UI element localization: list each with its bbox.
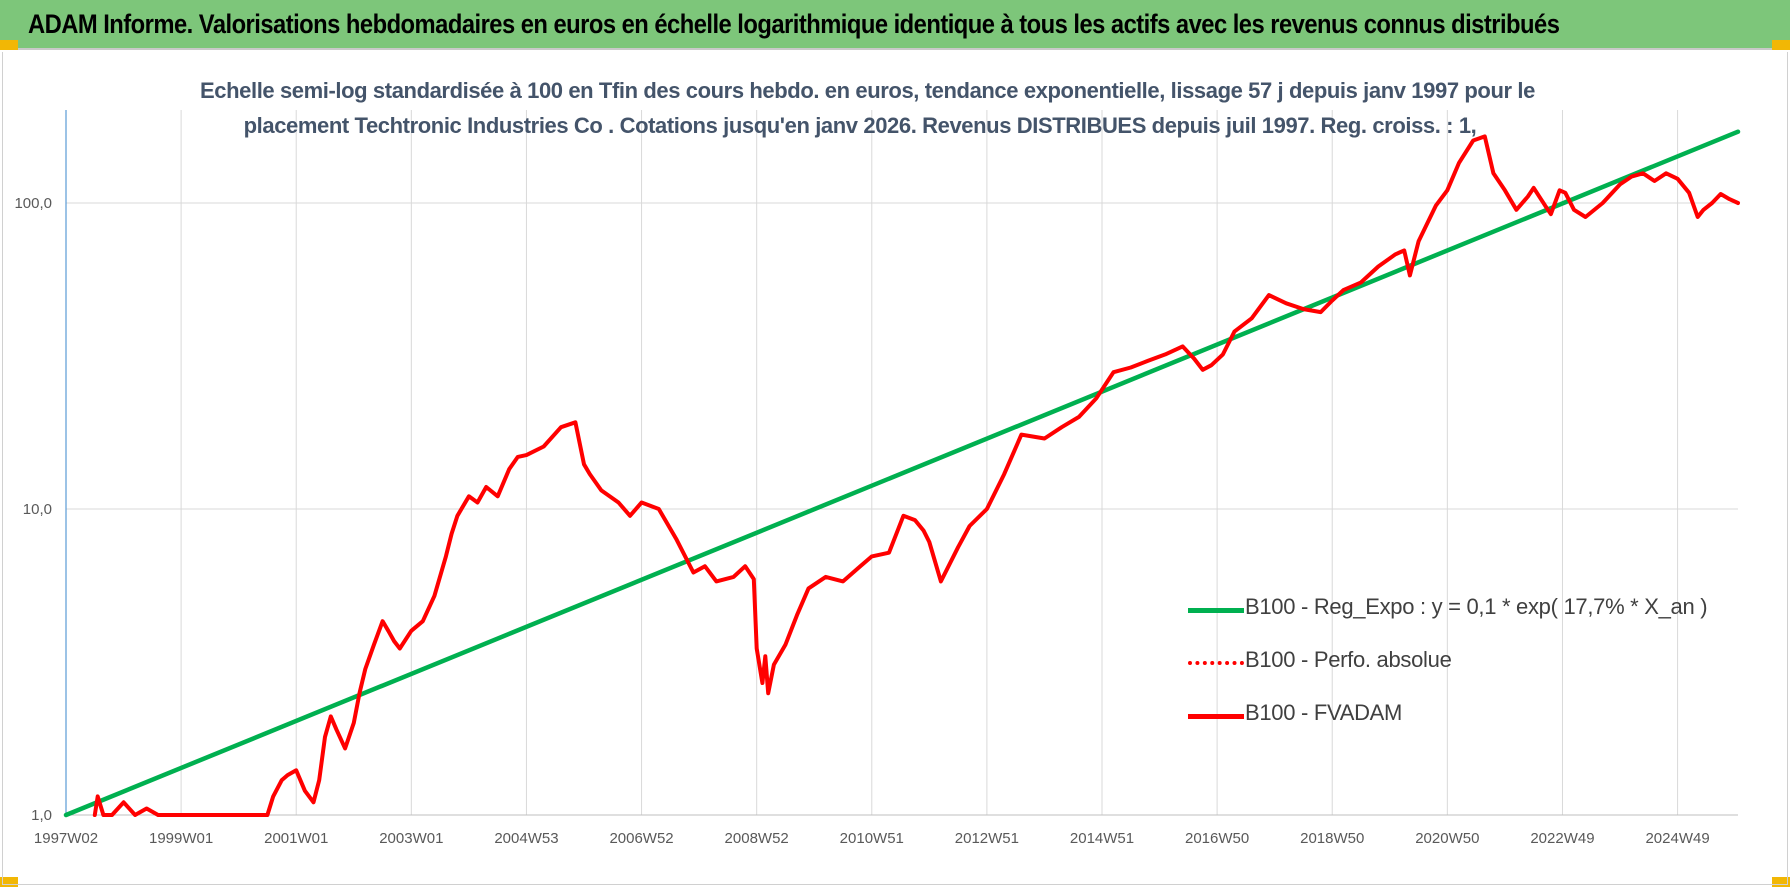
x-tick-label-0: 1997W02 xyxy=(34,830,98,847)
legend-label-regression: B100 - Reg_Expo : y = 0,1 * exp( 17,7% *… xyxy=(1245,594,1708,619)
x-tick-label-11: 2018W50 xyxy=(1300,830,1364,847)
x-tick-label-9: 2014W51 xyxy=(1070,830,1134,847)
x-tick-label-6: 2008W52 xyxy=(725,830,789,847)
x-tick-label-1: 1999W01 xyxy=(149,830,213,847)
chart-frame xyxy=(2,52,1788,885)
y-tick-labels: 1,0 10,0 100,0 xyxy=(14,195,52,824)
series-line-2 xyxy=(92,134,1740,817)
x-tick-label-5: 2006W52 xyxy=(609,830,673,847)
x-tick-label-4: 2004W53 xyxy=(494,830,558,847)
legend-swatch-perfo-absolue xyxy=(1188,661,1244,665)
x-tick-label-3: 2003W01 xyxy=(379,830,443,847)
axes xyxy=(65,110,1738,816)
x-tick-label-12: 2020W50 xyxy=(1415,830,1479,847)
corner-marker-bottom-right xyxy=(1772,877,1790,887)
chart-subtitle-line-2: placement Techtronic Industries Co . Cot… xyxy=(243,113,1477,138)
y-tick-label-1: 10,0 xyxy=(23,501,52,518)
x-tick-label-8: 2012W51 xyxy=(955,830,1019,847)
report-banner: ADAM Informe. Valorisations hebdomadaire… xyxy=(0,0,1790,50)
x-tick-labels: 1997W02 1999W01 2001W01 2003W01 2004W53 2006W… xyxy=(34,830,1710,847)
series-line-0 xyxy=(63,129,1741,818)
report-title: ADAM Informe. Valorisations hebdomadaire… xyxy=(28,9,1560,39)
x-tick-label-14: 2024W49 xyxy=(1645,830,1709,847)
series-layer xyxy=(63,129,1741,818)
legend-swatch-fvadam xyxy=(1188,714,1244,719)
x-tick-label-2: 2001W01 xyxy=(264,830,328,847)
x-tick-label-13: 2022W49 xyxy=(1530,830,1594,847)
corner-marker-top-left xyxy=(0,40,18,50)
chart-subtitle-line-1: Echelle semi-log standardisée à 100 en T… xyxy=(200,78,1535,103)
x-tick-label-10: 2016W50 xyxy=(1185,830,1249,847)
legend-label-perfo-absolue: B100 - Perfo. absolue xyxy=(1245,647,1452,672)
grid-lines xyxy=(65,110,1738,816)
y-tick-label-0: 1,0 xyxy=(31,807,52,824)
legend-swatch-regression xyxy=(1188,608,1244,613)
corner-marker-bottom-left xyxy=(0,877,18,887)
legend-label-fvadam: B100 - FVADAM xyxy=(1245,700,1403,725)
y-tick-label-2: 100,0 xyxy=(14,195,52,212)
x-tick-label-7: 2010W51 xyxy=(840,830,904,847)
corner-marker-top-right xyxy=(1772,40,1790,50)
